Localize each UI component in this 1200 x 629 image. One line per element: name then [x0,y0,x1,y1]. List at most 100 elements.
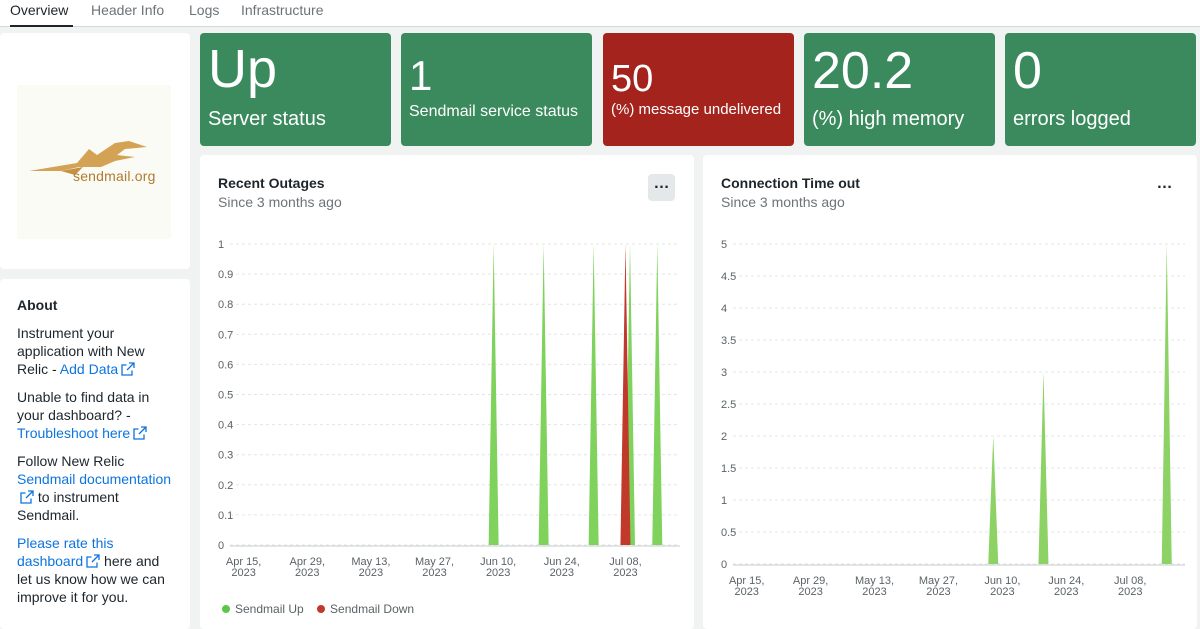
billboard-message-undelivered[interactable]: 50 (%) message undelivered [603,33,794,146]
y-tick-label: 2 [721,431,727,443]
chart-subtitle: Since 3 months ago [721,194,845,210]
spike-mark [988,436,999,564]
troubleshoot-link[interactable]: Troubleshoot here [17,425,131,441]
x-tick-label: 2023 [862,586,886,598]
chart-subtitle: Since 3 months ago [218,194,342,210]
y-tick-label: 0.5 [721,527,736,539]
x-tick-label: 2023 [990,586,1014,598]
billboard-sendmail-service-status[interactable]: 1 Sendmail service status [401,33,592,146]
about-card: About Instrument your application with N… [0,279,190,629]
x-tick-label: Jul 08, [609,556,641,568]
x-tick-label: 2023 [798,586,822,598]
billboard-errors-logged[interactable]: 0 errors logged [1005,33,1196,146]
y-tick-label: 3 [721,367,727,379]
x-tick-label: 2023 [550,567,574,579]
x-tick-label: 2023 [613,567,637,579]
y-tick-label: 1 [721,495,727,507]
y-tick-label: 5 [721,239,727,251]
billboard-value: 20.2 [812,42,914,100]
add-data-link[interactable]: Add Data [59,361,119,377]
x-tick-label: Jun 24, [1048,575,1084,587]
chart-card-connection-time-out: Connection Time out Since 3 months ago …… [703,155,1197,629]
y-tick-label: 0.6 [218,359,233,371]
about-documentation: Follow New Relic Sendmail documentation … [17,452,177,524]
y-tick-label: 3.5 [721,335,736,347]
rate-dashboard-link[interactable]: Please rate this dashboard [17,535,114,569]
chart-card-recent-outages: Recent Outages Since 3 months ago … 0 0.1… [200,155,694,629]
x-tick-label: 2023 [1054,586,1078,598]
x-tick-label: Jun 24, [544,556,580,568]
y-tick-label: 0.8 [218,299,233,311]
chart-menu-button[interactable]: … [1156,175,1173,192]
sendmail-logo: sendmail.org [17,85,171,239]
about-text: Instrument your application with New Rel… [17,325,145,377]
documentation-link[interactable]: Sendmail documentation [17,471,172,487]
spike-mark [488,244,499,545]
about-rate: Please rate this dashboard here and let … [17,534,177,606]
y-tick-label: 0.7 [218,329,233,341]
spike-mark [588,244,599,545]
external-link-icon [133,426,147,440]
external-link-icon [20,490,34,504]
spike-mark [1038,372,1049,564]
legend-item-sendmail-down[interactable]: Sendmail Down [317,602,414,616]
x-tick-label: 2023 [1118,586,1142,598]
billboard-label: errors logged [1013,108,1131,130]
x-tick-label: Jul 08, [1114,575,1146,587]
y-tick-label: 0.1 [218,510,233,522]
tab-logs[interactable]: Logs [189,2,220,18]
about-title: About [17,297,58,313]
x-tick-label: 2023 [359,567,383,579]
external-link-icon [86,554,100,568]
x-tick-label: 2023 [926,586,950,598]
y-tick-label: 4.5 [721,271,736,283]
y-tick-label: 0.3 [218,450,233,462]
x-tick-label: Apr 15, [729,575,764,587]
tab-infrastructure[interactable]: Infrastructure [241,2,324,18]
dragon-icon [29,141,147,175]
x-tick-label: 2023 [295,567,319,579]
y-tick-label: 0 [721,559,727,571]
x-tick-label: May 13, [351,556,390,568]
logo-card: sendmail.org [0,33,190,269]
tab-bar: Overview Header Info Logs Infrastructure [0,0,1200,27]
about-text: Follow New Relic [17,453,125,469]
billboard-value: 1 [409,52,433,99]
legend-item-sendmail-up[interactable]: Sendmail Up [222,602,304,616]
x-tick-label: Apr 15, [226,556,261,568]
spike-mark [1161,244,1172,564]
y-tick-label: 0.2 [218,480,233,492]
chart-menu-button[interactable]: … [648,174,675,201]
about-troubleshoot: Unable to find data in your dashboard? -… [17,388,177,442]
x-tick-label: Jun 10, [480,556,516,568]
billboard-high-memory[interactable]: 20.2 (%) high memory [804,33,995,146]
about-text: Unable to find data in your dashboard? - [17,389,150,423]
x-tick-label: 2023 [734,586,758,598]
x-tick-label: May 27, [919,575,958,587]
y-tick-label: 0.9 [218,269,233,281]
logo-text: sendmail.org [73,168,156,184]
external-link-icon [121,362,135,376]
chart-title: Connection Time out [721,175,860,191]
y-tick-label: 2.5 [721,399,736,411]
billboard-value: 50 [611,58,654,100]
x-tick-label: Apr 29, [290,556,325,568]
legend-label: Sendmail Down [330,602,415,616]
chart-legend: Sendmail Up Sendmail Down [222,602,424,616]
billboard-label: Server status [208,108,326,130]
x-tick-label: May 13, [855,575,894,587]
tab-overview[interactable]: Overview [10,2,73,27]
chart-title: Recent Outages [218,175,325,191]
billboard-value: 0 [1013,42,1042,100]
legend-label: Sendmail Up [235,602,304,616]
tab-header-info[interactable]: Header Info [91,2,165,18]
x-tick-label: 2023 [231,567,255,579]
billboard-label: (%) message undelivered [611,101,782,118]
x-tick-label: Apr 29, [793,575,828,587]
x-tick-label: Jun 10, [984,575,1020,587]
y-tick-label: 0 [218,540,224,552]
billboard-server-status[interactable]: Up Server status [200,33,391,146]
spike-mark [620,244,631,545]
about-text: here and let us know how we can improve … [17,553,165,605]
